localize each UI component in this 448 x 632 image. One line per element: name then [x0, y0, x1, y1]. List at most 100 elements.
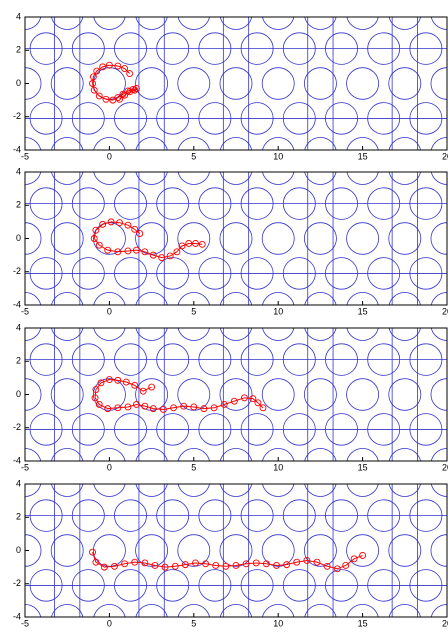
bead [105, 376, 113, 383]
bead [104, 405, 112, 413]
bead [313, 558, 321, 566]
bead [158, 254, 166, 262]
y-tick-label: 2 [16, 45, 21, 55]
bead [139, 387, 147, 395]
obstacle [262, 17, 295, 30]
obstacle [346, 137, 379, 150]
x-tick-label: 0 [107, 151, 112, 161]
bead [95, 401, 103, 408]
obstacle [92, 222, 126, 255]
bead [90, 235, 98, 242]
x-tick-label: 20 [442, 306, 448, 316]
x-tick-label: 5 [191, 462, 196, 472]
obstacle [25, 67, 42, 100]
bead [124, 247, 132, 255]
bead [100, 563, 108, 571]
obstacle [93, 17, 126, 30]
y-tick-label: 0 [16, 233, 21, 243]
obstacle [93, 292, 126, 305]
axes-frame [24, 171, 448, 306]
bead [192, 240, 199, 247]
bead [180, 402, 188, 410]
x-tick-label: 20 [442, 151, 448, 161]
bead [126, 70, 134, 77]
bead [141, 559, 149, 567]
obstacle [135, 328, 168, 341]
obstacle [388, 448, 421, 461]
obstacle [346, 67, 380, 100]
obstacle [135, 67, 169, 100]
bead [161, 563, 169, 571]
obstacle [388, 172, 421, 185]
bead [104, 246, 112, 254]
bead [114, 94, 122, 102]
bead [102, 95, 110, 103]
obstacle [51, 328, 84, 341]
bead [342, 562, 350, 569]
obstacle [92, 378, 126, 411]
y-tick-label: 4 [16, 11, 21, 21]
obstacle [262, 604, 295, 617]
axes-frame [24, 483, 448, 618]
obstacle [93, 328, 126, 341]
obstacle [92, 534, 126, 567]
bead [99, 63, 107, 71]
y-tick-label: 2 [16, 200, 21, 210]
obstacle [430, 378, 447, 411]
obstacle [51, 172, 84, 185]
bead [141, 402, 149, 410]
bead [105, 61, 113, 69]
bead [95, 241, 103, 249]
obstacle [50, 534, 84, 567]
obstacle [304, 604, 337, 617]
axes-frame [24, 16, 448, 151]
bead [283, 561, 291, 569]
x-tick-label: 0 [107, 306, 112, 316]
y-tick-label: 2 [16, 356, 21, 366]
bead [222, 562, 230, 570]
obstacle [262, 172, 295, 185]
bead [200, 405, 208, 413]
obstacle [93, 604, 126, 617]
bead [90, 86, 98, 94]
y-tick-label: -4 [13, 455, 21, 465]
bead [202, 560, 210, 568]
obstacle [388, 137, 421, 150]
obstacle [135, 448, 168, 461]
obstacle [219, 604, 253, 617]
obstacle [93, 137, 126, 150]
obstacle [304, 448, 337, 461]
bead [131, 225, 139, 233]
obstacle [388, 484, 421, 497]
obstacle [219, 378, 253, 411]
obstacle [93, 448, 126, 461]
obstacle [50, 378, 84, 411]
obstacle [346, 172, 379, 185]
obstacle [346, 378, 380, 411]
bead [192, 559, 199, 567]
bead [254, 399, 262, 407]
bead [92, 226, 100, 234]
bead [190, 403, 198, 411]
bead [114, 248, 122, 256]
obstacle [430, 534, 447, 567]
obstacle [262, 137, 295, 150]
y-tick-label: -4 [13, 299, 21, 309]
y-tick-label: -4 [13, 611, 21, 621]
obstacle [388, 222, 422, 255]
panel: -4 -2 0 2 4 -5 0 5 10 15 20 [13, 478, 448, 628]
obstacle [177, 137, 210, 150]
bead [181, 561, 189, 569]
obstacle [304, 17, 337, 30]
bead [252, 559, 260, 567]
obstacle [219, 67, 253, 100]
y-tick-label: -2 [13, 422, 21, 432]
obstacle [261, 378, 295, 411]
obstacle [135, 137, 168, 150]
obstacle [388, 292, 421, 305]
obstacle [177, 484, 210, 497]
x-tick-label: 15 [358, 151, 368, 161]
bead [323, 562, 331, 570]
bead [232, 562, 240, 569]
bead [97, 379, 105, 387]
